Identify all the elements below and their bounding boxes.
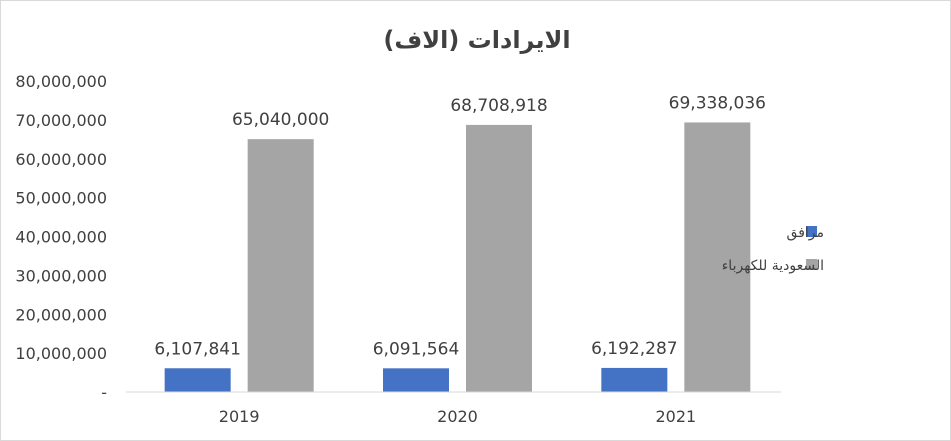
y-tick-label: 70,000,000	[15, 111, 107, 130]
legend-label: مرافق	[787, 225, 824, 241]
bar-sec-2020	[466, 124, 532, 393]
y-tick-label: -	[101, 383, 107, 402]
y-tick-label: 50,000,000	[15, 189, 107, 208]
data-label: 65,040,000	[232, 110, 329, 130]
chart-title: الايرادات (الاف)	[383, 26, 570, 54]
y-axis: - 10,000,000 20,000,000 30,000,000 40,000,00…	[15, 72, 107, 402]
x-tick-label: 2020	[437, 407, 478, 426]
data-labels: 6,107,841 65,040,000 6,091,564 68,708,918 6,…	[154, 93, 766, 359]
data-label: 69,338,036	[669, 93, 766, 113]
data-label: 6,091,564	[373, 339, 460, 359]
legend-label: السعودية للكهرباء	[722, 258, 824, 274]
x-tick-label: 2021	[655, 407, 696, 426]
y-tick-label: 60,000,000	[15, 150, 107, 169]
bar-sec-2021	[684, 122, 751, 392]
bars	[164, 122, 751, 393]
data-label: 68,708,918	[450, 96, 547, 116]
x-tick-label: 2019	[219, 407, 260, 426]
bar-sec-2019	[247, 139, 314, 392]
data-label: 6,192,287	[591, 339, 678, 359]
y-tick-label: 80,000,000	[15, 72, 107, 91]
data-label: 6,107,841	[154, 339, 241, 359]
legend-swatch	[806, 259, 817, 270]
bar-marafiq-2019	[164, 368, 231, 392]
bar-marafiq-2020	[383, 368, 449, 392]
legend: مرافق السعودية للكهرباء	[722, 225, 824, 274]
y-tick-label: 30,000,000	[15, 266, 107, 285]
y-tick-label: 40,000,000	[15, 228, 107, 247]
y-tick-label: 10,000,000	[15, 344, 107, 363]
bar-marafiq-2021	[601, 367, 668, 392]
x-axis: 2019 2020 2021	[219, 407, 696, 426]
y-tick-label: 20,000,000	[15, 305, 107, 324]
legend-swatch	[806, 226, 817, 237]
